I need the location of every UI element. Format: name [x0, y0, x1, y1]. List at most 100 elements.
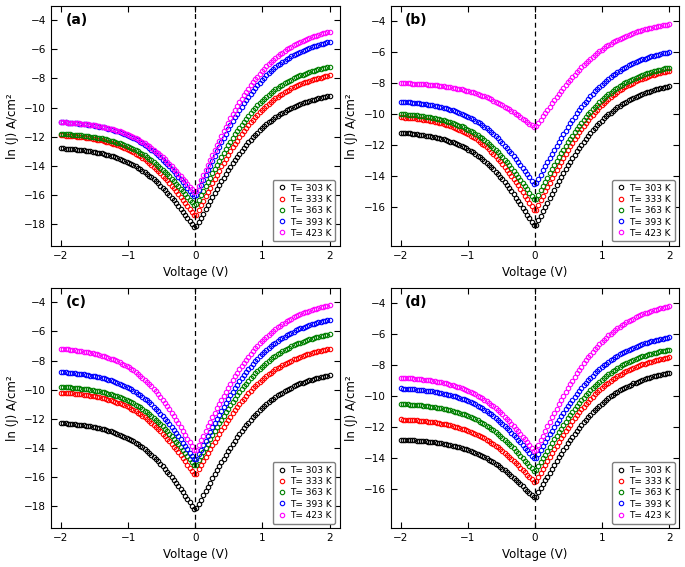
- T= 363 K: [665, 346, 673, 353]
- T= 303 K: [319, 373, 327, 380]
- Line: T= 393 K: T= 393 K: [399, 50, 671, 186]
- T= 393 K: [319, 40, 327, 47]
- T= 393 K: [325, 39, 334, 45]
- T= 303 K: [208, 475, 216, 482]
- T= 303 K: [584, 132, 593, 139]
- T= 423 K: [57, 345, 65, 352]
- Y-axis label: ln (J) A/cm²: ln (J) A/cm²: [5, 375, 18, 441]
- Line: T= 333 K: T= 333 K: [399, 69, 671, 212]
- T= 333 K: [611, 374, 619, 381]
- T= 303 K: [469, 448, 477, 455]
- Legend: T= 303 K, T= 333 K, T= 363 K, T= 393 K, T= 423 K: T= 303 K, T= 333 K, T= 363 K, T= 393 K, …: [612, 462, 675, 523]
- T= 423 K: [190, 189, 199, 196]
- T= 303 K: [57, 420, 65, 426]
- T= 393 K: [665, 334, 673, 341]
- T= 393 K: [245, 94, 253, 100]
- T= 363 K: [271, 86, 279, 93]
- T= 303 K: [129, 162, 138, 168]
- T= 363 K: [319, 65, 327, 71]
- T= 363 K: [453, 409, 461, 416]
- T= 393 K: [190, 456, 199, 463]
- T= 303 K: [245, 419, 253, 426]
- T= 393 K: [584, 377, 593, 384]
- T= 333 K: [271, 366, 279, 373]
- T= 363 K: [584, 390, 593, 396]
- T= 393 K: [57, 369, 65, 375]
- T= 363 K: [611, 86, 619, 92]
- T= 393 K: [530, 455, 538, 462]
- Line: T= 303 K: T= 303 K: [399, 371, 671, 500]
- T= 333 K: [665, 67, 673, 74]
- T= 363 K: [57, 130, 65, 137]
- Line: T= 423 K: T= 423 K: [59, 29, 332, 194]
- T= 303 K: [548, 466, 556, 472]
- T= 333 K: [271, 95, 279, 101]
- T= 423 K: [319, 30, 327, 37]
- T= 333 K: [245, 390, 253, 397]
- Line: T= 363 K: T= 363 K: [399, 65, 671, 201]
- T= 423 K: [548, 100, 556, 107]
- T= 333 K: [325, 72, 334, 79]
- T= 333 K: [658, 356, 667, 362]
- T= 423 K: [325, 28, 334, 35]
- T= 333 K: [190, 471, 199, 477]
- T= 303 K: [245, 139, 253, 146]
- T= 333 K: [245, 122, 253, 129]
- T= 363 K: [530, 196, 538, 202]
- T= 393 K: [453, 393, 461, 400]
- Legend: T= 303 K, T= 333 K, T= 363 K, T= 393 K, T= 423 K: T= 303 K, T= 333 K, T= 363 K, T= 393 K, …: [273, 462, 335, 523]
- T= 423 K: [453, 383, 461, 390]
- T= 423 K: [129, 367, 138, 374]
- T= 363 K: [113, 393, 121, 400]
- T= 333 K: [319, 347, 327, 354]
- Line: T= 423 K: T= 423 K: [399, 304, 671, 453]
- T= 333 K: [530, 206, 538, 213]
- T= 423 K: [530, 447, 538, 454]
- X-axis label: Voltage (V): Voltage (V): [162, 548, 228, 561]
- T= 423 K: [325, 302, 334, 308]
- T= 363 K: [129, 146, 138, 153]
- Text: (d): (d): [405, 295, 427, 309]
- T= 363 K: [245, 378, 253, 384]
- T= 423 K: [469, 390, 477, 396]
- T= 363 K: [611, 366, 619, 373]
- T= 423 K: [319, 303, 327, 310]
- T= 363 K: [469, 129, 477, 136]
- Text: (b): (b): [405, 13, 427, 27]
- T= 333 K: [208, 180, 216, 187]
- Line: T= 333 K: T= 333 K: [399, 356, 671, 484]
- T= 333 K: [665, 354, 673, 361]
- T= 303 K: [665, 83, 673, 90]
- T= 393 K: [397, 98, 405, 105]
- T= 363 K: [530, 468, 538, 475]
- T= 333 K: [113, 399, 121, 406]
- T= 393 K: [208, 424, 216, 431]
- T= 333 K: [469, 134, 477, 141]
- Line: T= 393 K: T= 393 K: [59, 40, 332, 198]
- T= 393 K: [208, 158, 216, 164]
- Line: T= 333 K: T= 333 K: [59, 73, 332, 218]
- T= 423 K: [530, 124, 538, 130]
- T= 303 K: [611, 105, 619, 112]
- T= 303 K: [113, 430, 121, 437]
- Line: T= 363 K: T= 363 K: [399, 348, 671, 473]
- T= 333 K: [319, 74, 327, 81]
- T= 423 K: [271, 325, 279, 332]
- T= 423 K: [190, 447, 199, 454]
- Line: T= 393 K: T= 393 K: [59, 318, 332, 462]
- T= 363 K: [325, 331, 334, 338]
- T= 423 K: [453, 85, 461, 92]
- Y-axis label: ln (J) A/cm²: ln (J) A/cm²: [5, 93, 18, 159]
- T= 393 K: [129, 134, 138, 141]
- T= 393 K: [469, 116, 477, 122]
- T= 333 K: [325, 345, 334, 352]
- Legend: T= 303 K, T= 333 K, T= 363 K, T= 393 K, T= 423 K: T= 303 K, T= 333 K, T= 363 K, T= 393 K, …: [273, 180, 335, 242]
- T= 303 K: [665, 370, 673, 376]
- Line: T= 303 K: T= 303 K: [59, 373, 332, 511]
- T= 363 K: [129, 400, 138, 407]
- T= 333 K: [530, 479, 538, 485]
- T= 363 K: [397, 400, 405, 407]
- Line: T= 423 K: T= 423 K: [59, 303, 332, 452]
- T= 423 K: [611, 37, 619, 44]
- T= 303 K: [129, 438, 138, 445]
